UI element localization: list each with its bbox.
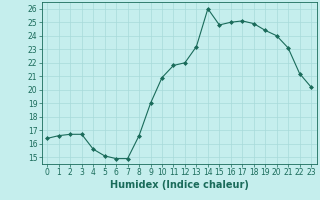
X-axis label: Humidex (Indice chaleur): Humidex (Indice chaleur) <box>110 180 249 190</box>
